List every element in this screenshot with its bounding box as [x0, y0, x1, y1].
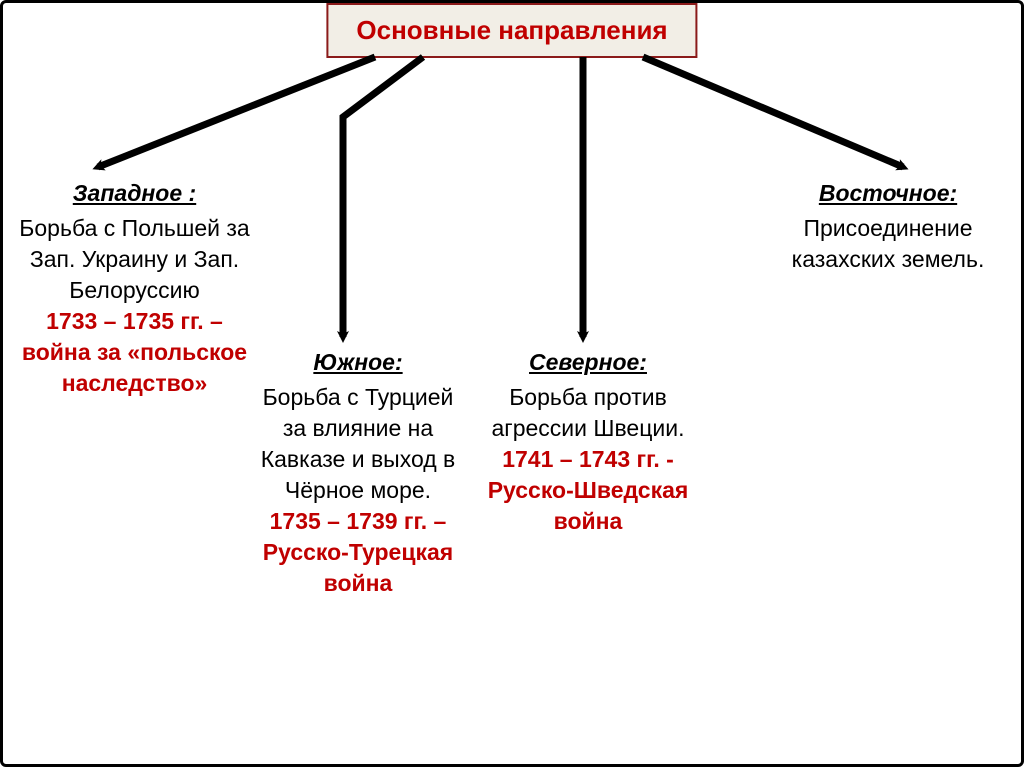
- branch-south: Южное: Борьба с Турцией за влияние на Кав…: [258, 347, 458, 599]
- arrow: [643, 57, 903, 167]
- branch-text: Борьба с Турцией за влияние на Кавказе и…: [258, 382, 458, 506]
- branch-highlight: 1733 – 1735 гг. – война за «польское нас…: [17, 306, 252, 399]
- branch-text: Борьба с Польшей за Зап. Украину и Зап. …: [17, 213, 252, 306]
- branch-highlight: 1735 – 1739 гг. – Русско-Турецкая война: [258, 506, 458, 599]
- branch-heading: Северное:: [483, 347, 693, 378]
- branch-north: Северное: Борьба против агрессии Швеции.1…: [483, 347, 693, 537]
- title-box: Основные направления: [326, 3, 697, 58]
- branch-heading: Южное:: [258, 347, 458, 378]
- branch-heading: Восточное:: [773, 178, 1003, 209]
- branch-text: Борьба против агрессии Швеции.: [483, 382, 693, 444]
- branch-highlight: 1741 – 1743 гг. - Русско-Шведская война: [483, 444, 693, 537]
- branch-heading: Западное :: [17, 178, 252, 209]
- branch-east: Восточное: Присоединение казахских земель…: [773, 178, 1003, 275]
- arrow: [98, 57, 375, 167]
- branch-text: Присоединение казахских земель.: [773, 213, 1003, 275]
- diagram-title: Основные направления: [356, 15, 667, 45]
- branch-west: Западное : Борьба с Польшей за Зап. Украи…: [17, 178, 252, 399]
- arrow: [343, 57, 423, 337]
